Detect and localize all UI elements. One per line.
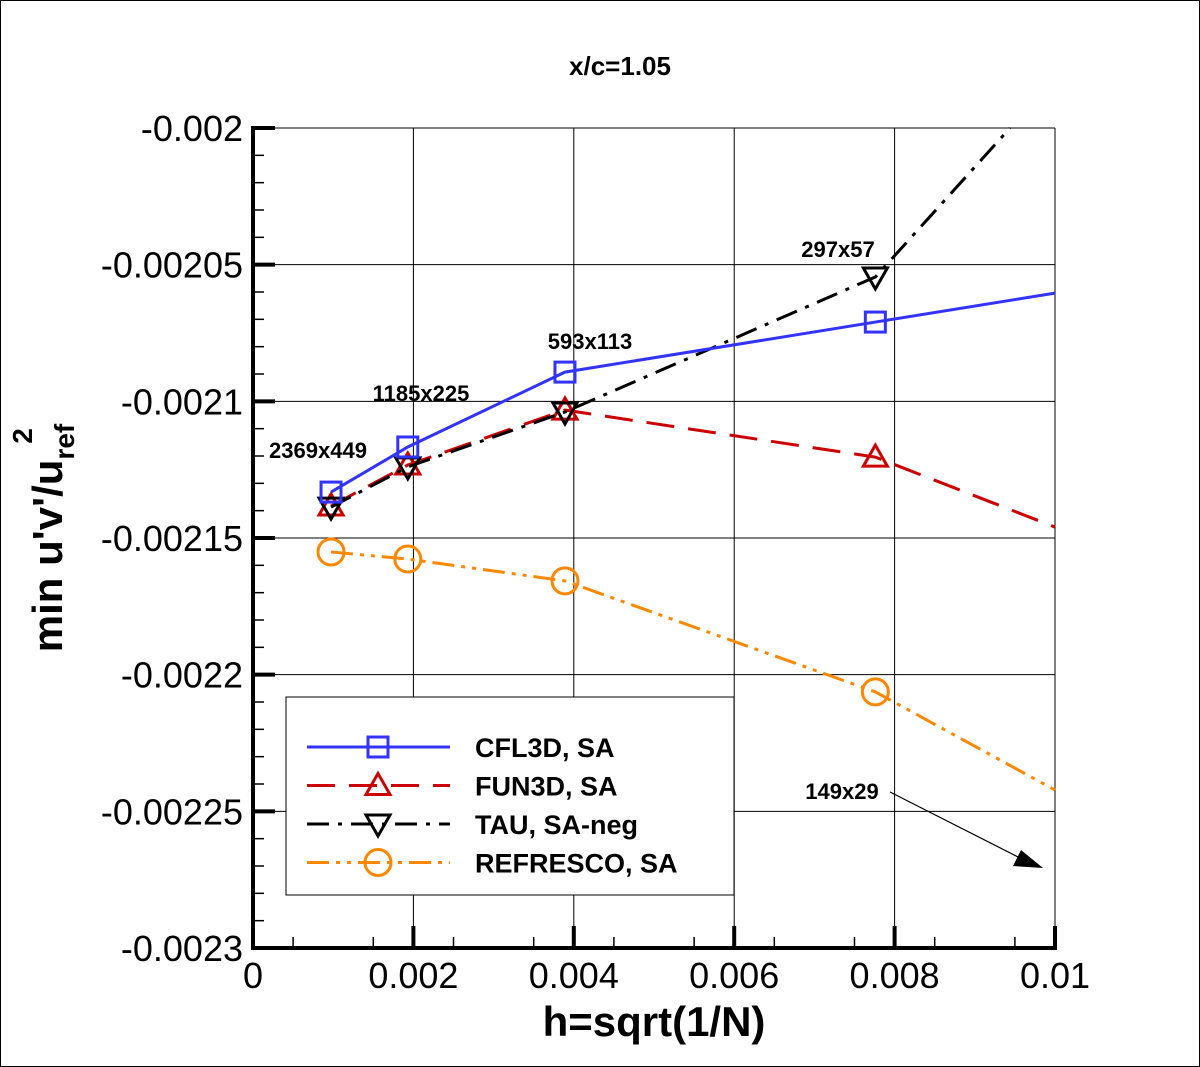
legend-label: CFL3D, SA	[475, 733, 615, 763]
y-tick-label: -0.00215	[101, 518, 243, 559]
series-line-1	[330, 408, 1056, 529]
x-tick-label: 0.006	[689, 955, 779, 996]
annotation-arrow-line	[889, 791, 1021, 859]
data-point-marker	[550, 395, 580, 421]
y-axis-label-main: min u'v'/u	[24, 460, 71, 653]
svg-text:min u'v'/uref2: min u'v'/uref 2	[7, 423, 80, 652]
y-tick-label: -0.0021	[121, 381, 243, 422]
y-tick-label: -0.00205	[101, 245, 243, 286]
x-tick-label: 0.01	[1020, 955, 1090, 996]
y-tick-label: -0.0022	[121, 655, 243, 696]
legend-marker	[363, 813, 393, 840]
data-point-marker	[863, 310, 887, 334]
x-tick-label: 0.004	[529, 955, 619, 996]
data-point-marker	[553, 360, 577, 384]
legend-marker	[363, 770, 393, 796]
legend-label: FUN3D, SA	[475, 772, 618, 802]
data-point-marker	[396, 435, 420, 459]
series-line-3	[330, 550, 1056, 792]
legend-label: TAU, SA-neg	[475, 810, 638, 840]
data-point-marker	[550, 401, 580, 428]
data-point-marker	[860, 677, 890, 707]
data-point-marker	[860, 266, 890, 292]
x-axis-label: h=sqrt(1/N)	[543, 998, 766, 1045]
x-tick-label: 0.002	[368, 955, 458, 996]
legend-label: REFRESCO, SA	[475, 849, 678, 879]
chart-title: x/c=1.05	[569, 51, 671, 81]
legend-marker	[366, 735, 390, 759]
x-tick-label: 0	[243, 955, 263, 996]
series-line-2	[330, 126, 1012, 509]
x-tick-label: 0.008	[850, 955, 940, 996]
annotation-arrowhead	[1013, 850, 1043, 868]
y-tick-label: -0.00225	[101, 791, 243, 832]
data-point-marker	[316, 537, 346, 567]
grid-size-annotation: 297x57	[801, 237, 874, 262]
series-line-0	[330, 291, 1056, 494]
data-point-marker	[550, 566, 580, 596]
data-point-marker	[316, 496, 346, 523]
y-tick-label: -0.0023	[121, 928, 243, 969]
y-tick-label: -0.002	[141, 108, 243, 149]
y-axis-label: min u'v'/uref 2	[7, 423, 80, 652]
data-point-marker	[319, 480, 343, 504]
y-axis-label-subscript: ref	[49, 423, 80, 459]
grid-size-annotation: 2369x449	[269, 438, 367, 463]
grid-size-annotation: 149x29	[805, 779, 878, 804]
data-point-marker	[393, 544, 423, 574]
legend-marker	[363, 848, 393, 877]
grid-size-annotation: 1185x225	[373, 381, 470, 406]
data-point-marker	[860, 442, 890, 468]
y-axis-label-superscript: 2	[7, 428, 38, 444]
grid-size-annotation: 593x113	[548, 329, 632, 354]
